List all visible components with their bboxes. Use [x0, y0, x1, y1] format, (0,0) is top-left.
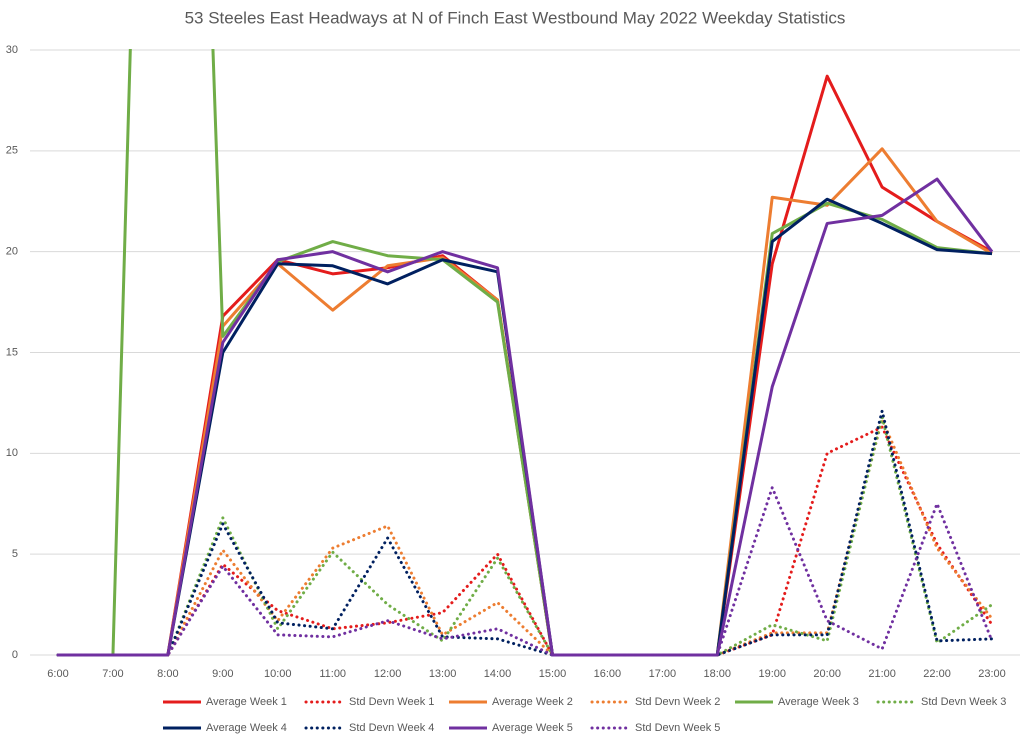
grid: 0 5 10 15 20 25 30 6:00 7:00 8:00 9:00 10:00 11:00 12… [6, 44, 1020, 680]
x-tick-label: 16:00 [594, 668, 622, 680]
y-tick-label: 20 [6, 246, 18, 258]
y-tick-label: 25 [6, 145, 18, 157]
y-tick-label: 5 [12, 548, 18, 560]
legend-label: Std Devn Week 4 [349, 722, 434, 734]
x-tick-label: 8:00 [157, 668, 178, 680]
legend-label: Average Week 2 [492, 696, 573, 708]
x-tick-label: 22:00 [923, 668, 951, 680]
legend-label: Std Devn Week 5 [635, 722, 720, 734]
y-tick-label: 15 [6, 346, 18, 358]
x-tick-label: 14:00 [484, 668, 512, 680]
legend-label: Std Devn Week 2 [635, 696, 720, 708]
x-tick-label: 21:00 [868, 668, 896, 680]
legend-label: Std Devn Week 1 [349, 696, 434, 708]
x-tick-label: 19:00 [758, 668, 786, 680]
plot [56, 49, 994, 657]
legend: Average Week 1 Std Devn Week 1 Average Wee… [163, 696, 1006, 734]
y-tick-label: 30 [6, 44, 18, 56]
legend-label: Average Week 3 [778, 696, 859, 708]
series-line [56, 415, 994, 657]
x-tick-label: 23:00 [978, 668, 1006, 680]
x-tick-label: 7:00 [102, 668, 123, 680]
legend-label: Average Week 5 [492, 722, 573, 734]
series-line [58, 74, 993, 657]
x-tick-label: 10:00 [264, 668, 292, 680]
series-line [56, 409, 994, 657]
x-tick-label: 18:00 [704, 668, 732, 680]
series-line [56, 486, 994, 657]
series-line [58, 177, 994, 657]
y-tick-label: 10 [6, 447, 18, 459]
x-tick-label: 6:00 [47, 668, 68, 680]
chart-title: 53 Steeles East Headways at N of Finch E… [185, 8, 846, 27]
x-tick-label: 9:00 [212, 668, 233, 680]
x-tick-label: 20:00 [813, 668, 841, 680]
legend-label: Average Week 4 [206, 722, 287, 734]
series-line [56, 417, 994, 657]
x-tick-label: 11:00 [319, 668, 346, 680]
x-tick-label: 13:00 [429, 668, 457, 680]
x-tick-label: 17:00 [649, 668, 677, 680]
x-tick-label: 15:00 [539, 668, 567, 680]
series-line [56, 425, 994, 657]
series-line [58, 49, 993, 657]
y-tick-label: 0 [12, 649, 18, 661]
legend-label: Average Week 1 [206, 696, 287, 708]
legend-label: Std Devn Week 3 [921, 696, 1006, 708]
x-tick-label: 12:00 [374, 668, 402, 680]
